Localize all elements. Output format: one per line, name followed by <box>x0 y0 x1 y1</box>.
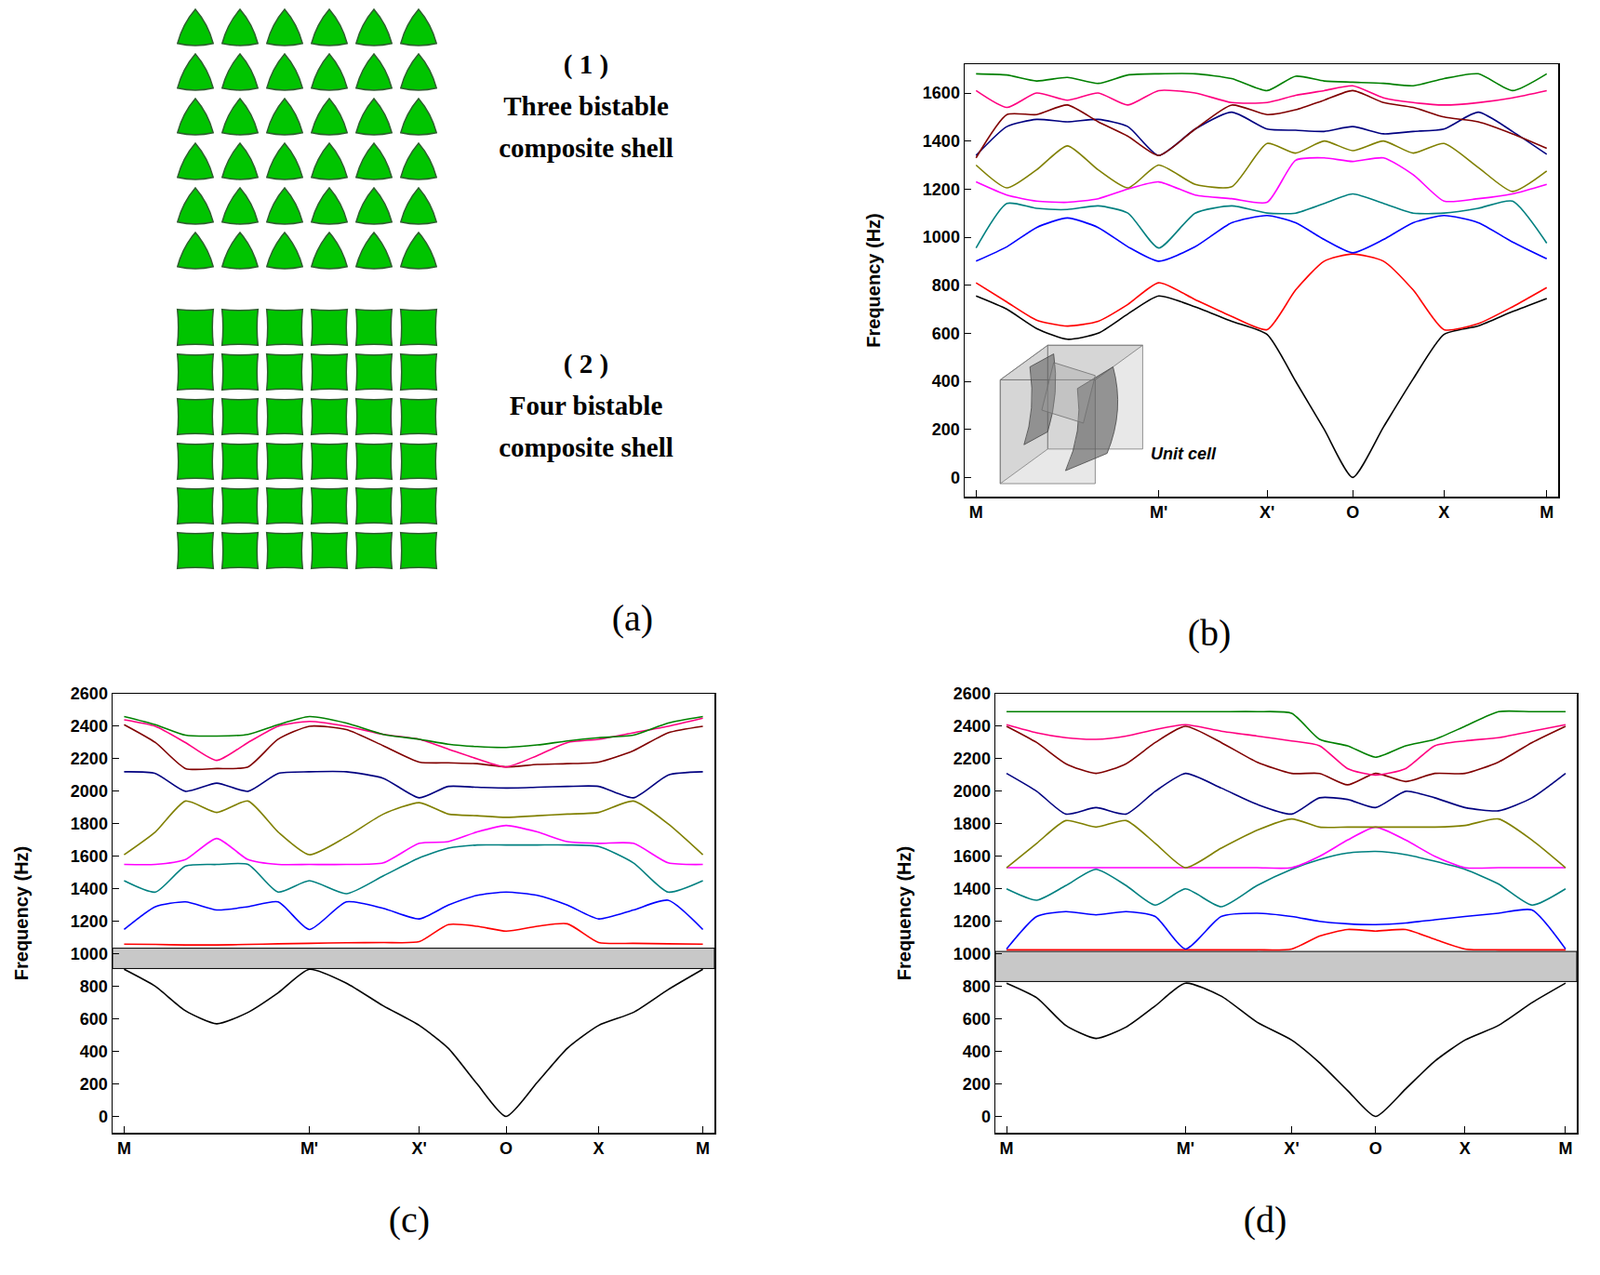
svg-text:O: O <box>1369 1139 1383 1159</box>
svg-text:800: 800 <box>80 977 108 997</box>
svg-text:2200: 2200 <box>953 749 991 769</box>
svg-text:2200: 2200 <box>70 749 108 769</box>
svg-text:2400: 2400 <box>953 717 991 736</box>
svg-text:Three bistable: Three bistable <box>503 91 669 121</box>
svg-text:M: M <box>969 503 984 522</box>
html-text:(b): (b) <box>1187 611 1231 654</box>
svg-text:200: 200 <box>962 1075 991 1094</box>
svg-text:0: 0 <box>98 1107 108 1127</box>
svg-text:composite shell: composite shell <box>498 133 674 163</box>
svg-text:X: X <box>1438 503 1450 522</box>
svg-text:Unit cell: Unit cell <box>1150 444 1217 464</box>
svg-text:0: 0 <box>950 468 960 488</box>
svg-text:1800: 1800 <box>70 814 108 834</box>
svg-text:1400: 1400 <box>953 880 991 899</box>
svg-text:200: 200 <box>80 1075 108 1094</box>
svg-text:X: X <box>593 1139 605 1159</box>
html-text:(d): (d) <box>1243 1198 1287 1241</box>
svg-text:1000: 1000 <box>953 945 991 964</box>
svg-text:( 2 ): ( 2 ) <box>563 348 609 380</box>
svg-text:Four bistable: Four bistable <box>509 390 664 421</box>
svg-text:1600: 1600 <box>922 83 960 103</box>
svg-text:1400: 1400 <box>70 880 108 899</box>
svg-text:O: O <box>1346 503 1360 522</box>
svg-text:1800: 1800 <box>953 814 991 834</box>
svg-text:X': X' <box>1283 1139 1299 1159</box>
svg-text:400: 400 <box>962 1042 991 1062</box>
svg-text:1200: 1200 <box>70 912 108 932</box>
svg-text:1600: 1600 <box>70 847 108 867</box>
svg-text:( 1 ): ( 1 ) <box>563 49 609 80</box>
svg-text:M': M' <box>300 1139 319 1159</box>
svg-text:Frequency (Hz): Frequency (Hz) <box>11 846 32 981</box>
svg-text:600: 600 <box>80 1010 108 1029</box>
svg-text:X: X <box>1459 1139 1471 1159</box>
svg-text:200: 200 <box>932 420 960 440</box>
svg-text:600: 600 <box>932 324 960 344</box>
svg-text:M: M <box>695 1139 710 1159</box>
svg-text:2600: 2600 <box>953 684 991 704</box>
html-text:(a): (a) <box>611 596 654 639</box>
svg-text:Frequency (Hz): Frequency (Hz) <box>893 846 915 981</box>
svg-text:1200: 1200 <box>922 180 960 200</box>
svg-text:2600: 2600 <box>70 684 108 704</box>
svg-text:2000: 2000 <box>70 782 108 801</box>
svg-text:Frequency (Hz): Frequency (Hz) <box>863 213 884 347</box>
svg-text:1000: 1000 <box>922 227 960 247</box>
svg-text:2400: 2400 <box>70 717 108 736</box>
svg-text:composite shell: composite shell <box>498 432 674 463</box>
svg-text:O: O <box>499 1139 513 1159</box>
svg-text:1000: 1000 <box>70 945 108 964</box>
html-text:(c): (c) <box>388 1198 430 1241</box>
svg-text:M': M' <box>1176 1139 1195 1159</box>
svg-text:800: 800 <box>962 977 991 997</box>
svg-text:1600: 1600 <box>953 847 991 867</box>
svg-text:M: M <box>1000 1139 1014 1159</box>
svg-text:M: M <box>1539 503 1554 522</box>
svg-text:X': X' <box>412 1139 427 1159</box>
svg-text:400: 400 <box>80 1042 108 1062</box>
svg-text:400: 400 <box>932 372 960 391</box>
svg-text:1400: 1400 <box>922 132 960 151</box>
svg-text:2000: 2000 <box>953 782 991 801</box>
svg-text:M': M' <box>1149 503 1168 522</box>
svg-text:800: 800 <box>932 276 960 295</box>
svg-text:600: 600 <box>962 1010 991 1029</box>
svg-text:M: M <box>117 1139 132 1159</box>
svg-text:0: 0 <box>981 1107 991 1127</box>
svg-text:1200: 1200 <box>953 912 991 932</box>
svg-text:M: M <box>1558 1139 1573 1159</box>
svg-text:X': X' <box>1259 503 1275 522</box>
